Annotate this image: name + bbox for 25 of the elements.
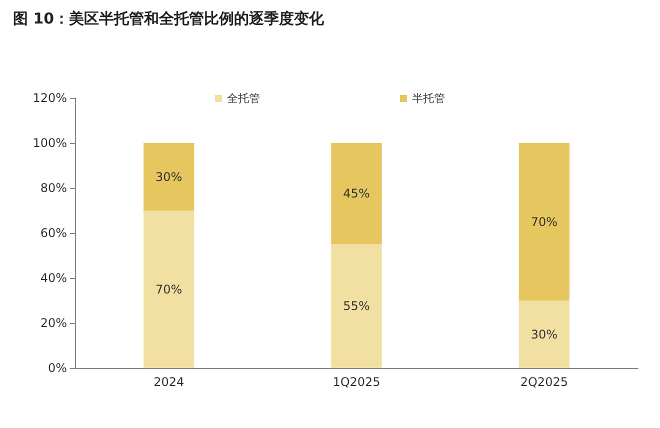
legend-label: 全托管 (227, 92, 260, 105)
chart-title: 图 10：美区半托管和全托管比例的逐季度变化 (13, 10, 326, 28)
y-tick-label: 40% (40, 271, 67, 285)
bar (144, 210, 194, 368)
bar (144, 143, 194, 210)
legend-label: 半托管 (412, 92, 445, 105)
y-tick-label: 100% (32, 136, 67, 150)
x-tick-label: 2Q2025 (520, 375, 568, 389)
x-tick-label: 1Q2025 (332, 375, 380, 389)
y-tick-label: 0% (48, 361, 67, 375)
data-label: 45% (343, 186, 370, 201)
y-tick-label: 60% (40, 226, 67, 240)
data-label: 70% (155, 282, 182, 296)
bar (518, 300, 570, 368)
y-tick-label: 20% (40, 316, 67, 330)
y-tick-label: 120% (32, 91, 67, 105)
data-label: 30% (530, 327, 558, 342)
data-label: 55% (343, 299, 370, 314)
data-label: 70% (530, 214, 558, 229)
x-tick-label: 2024 (154, 375, 184, 389)
bar (518, 143, 570, 300)
data-label: 30% (155, 170, 182, 184)
y-tick-label: 80% (40, 181, 67, 195)
bar (331, 143, 382, 244)
bar (331, 244, 382, 368)
